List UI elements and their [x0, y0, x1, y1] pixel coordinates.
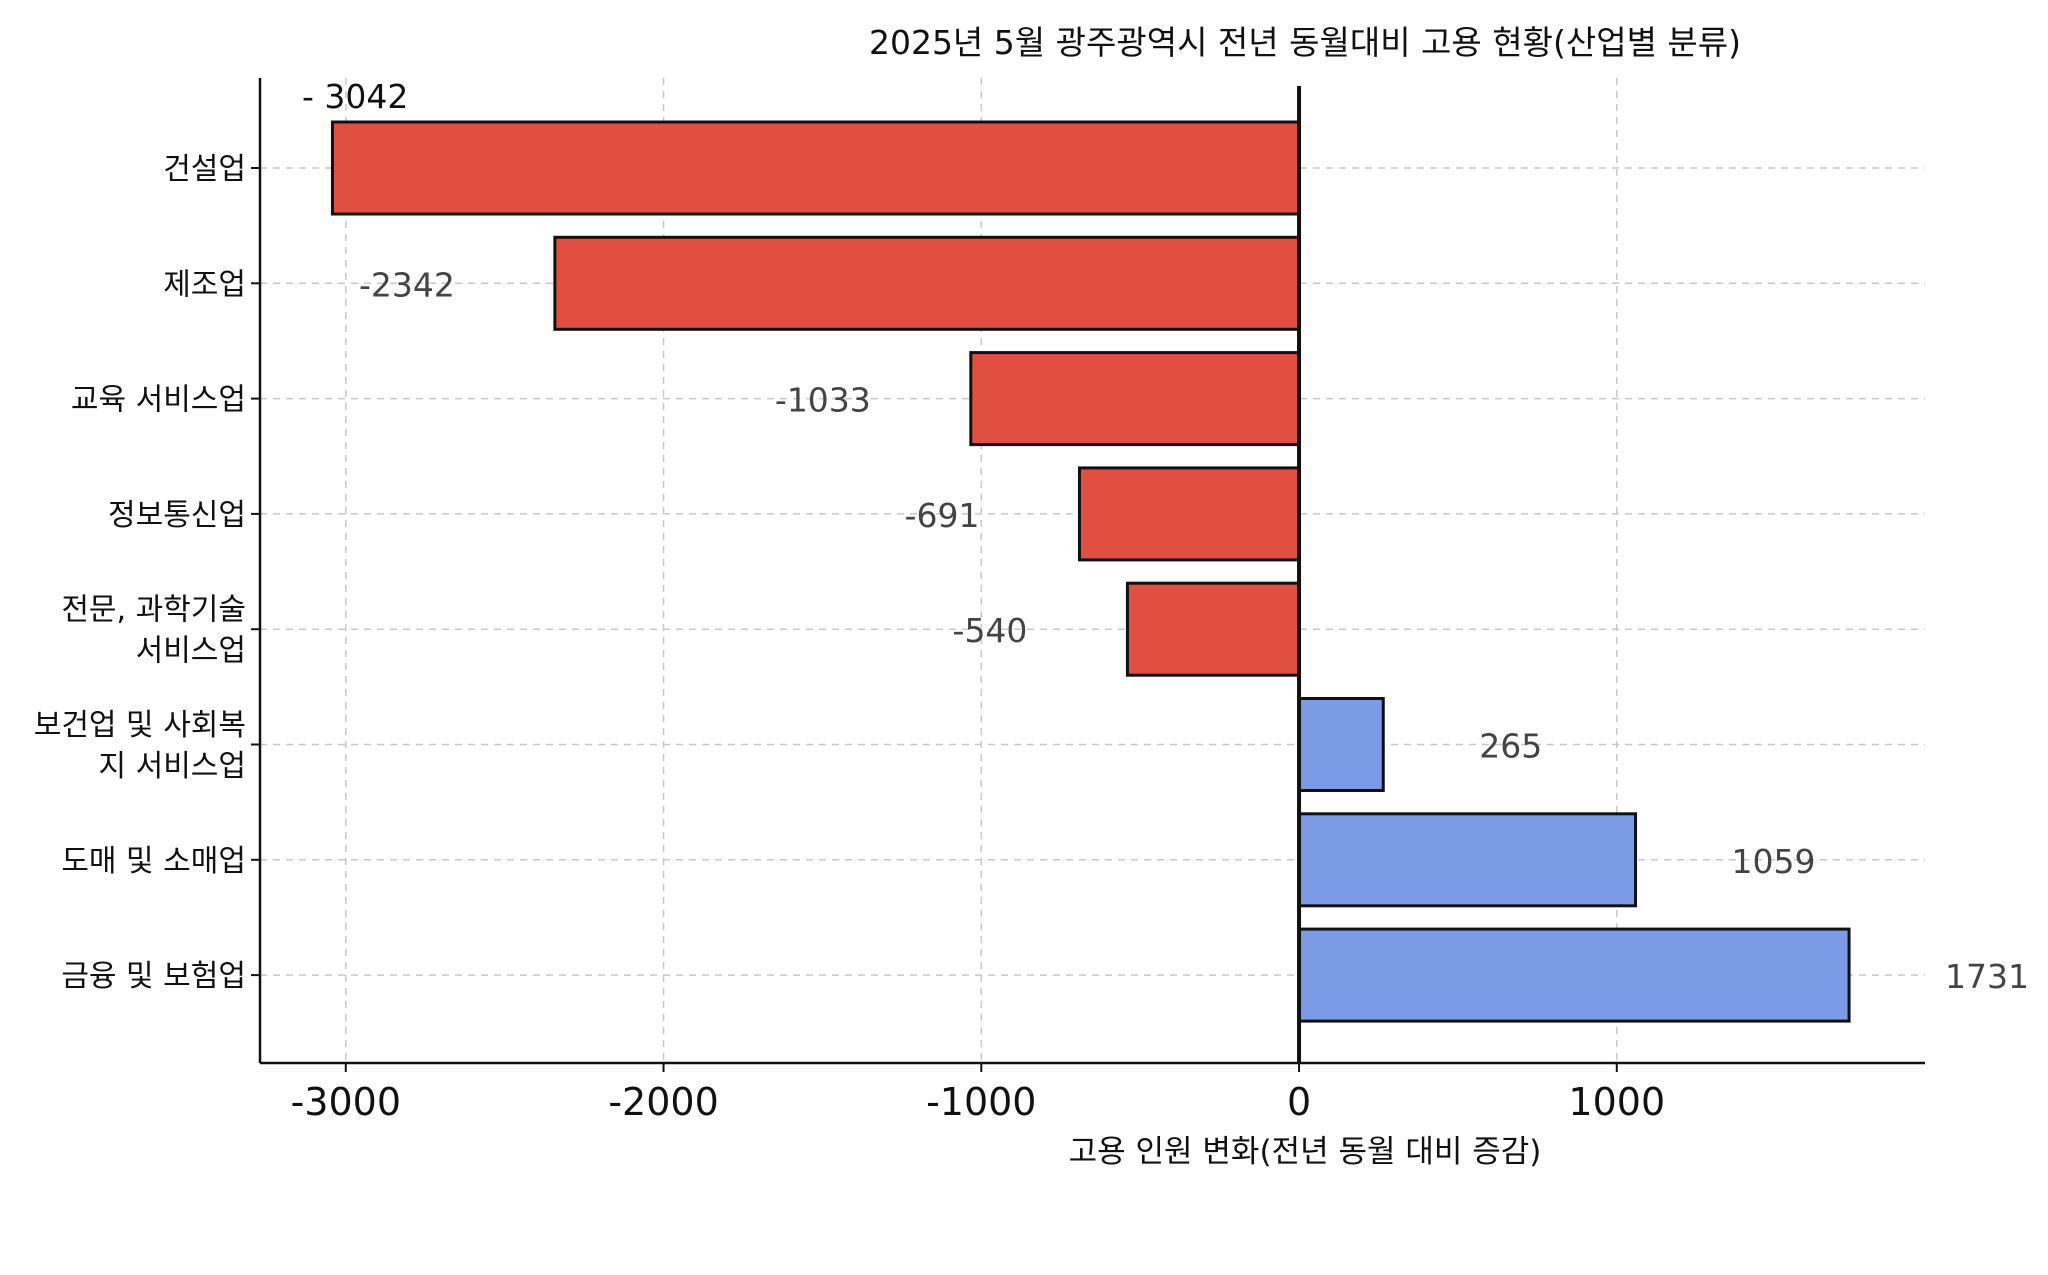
value-label: -2342 — [359, 265, 455, 304]
y-tick-label: 건설업 — [163, 152, 246, 187]
axes — [251, 78, 1925, 1072]
value-label: 265 — [1479, 727, 1542, 766]
bar — [969, 351, 1301, 447]
y-tick-label: 정보통신업 — [108, 498, 246, 533]
x-tick-label: 1000 — [1568, 1080, 1665, 1124]
value-label: -691 — [905, 496, 980, 535]
y-tick-label: 보건업 및 사회복 — [34, 708, 246, 743]
x-tick-label: -3000 — [291, 1080, 401, 1124]
value-label: 1731 — [1945, 957, 2029, 996]
value-label: -1033 — [775, 381, 871, 420]
bar — [1297, 927, 1851, 1023]
y-tick-label: 지 서비스업 — [98, 749, 246, 784]
y-tick-label: 서비스업 — [136, 634, 246, 669]
value-labels: - 3042 -2342 -1033 -691 -540 265 1059 1731 — [302, 77, 2029, 996]
x-axis-label: 고용 인원 변화(전년 동월 대비 증감) — [1069, 1134, 1542, 1170]
value-label: 1059 — [1732, 842, 1816, 881]
value-label: - 3042 — [302, 77, 408, 116]
bar — [1297, 697, 1385, 792]
bar — [1125, 581, 1301, 677]
y-tick-label: 도매 및 소매업 — [61, 844, 246, 879]
bars — [330, 120, 1851, 1023]
value-label: -540 — [953, 611, 1028, 650]
bar — [553, 235, 1301, 331]
x-tick-label: 0 — [1287, 1080, 1311, 1124]
bar — [1077, 466, 1301, 562]
x-tick-label: -1000 — [926, 1080, 1036, 1124]
bar — [330, 120, 1301, 216]
x-tick-label: -2000 — [608, 1080, 718, 1124]
chart-title: 2025년 5월 광주광역시 전년 동월대비 고용 현황(산업별 분류) — [869, 23, 1741, 62]
bar — [1297, 812, 1638, 908]
y-tick-label: 제조업 — [163, 267, 246, 302]
y-tick-label: 전문, 과학기술 — [61, 593, 246, 628]
y-tick-label: 교육 서비스업 — [71, 383, 246, 418]
grid-lines — [260, 78, 1925, 1063]
y-tick-label: 금융 및 보험업 — [61, 959, 246, 994]
